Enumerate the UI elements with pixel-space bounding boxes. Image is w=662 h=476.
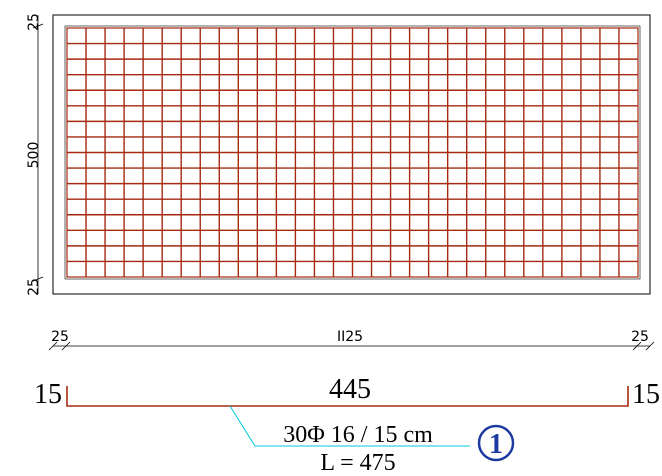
rebar-mesh-frame xyxy=(64,25,641,280)
leader-line xyxy=(229,405,470,447)
dim-left-top: 25 xyxy=(26,13,42,31)
dim-bottom-middle: II25 xyxy=(337,329,363,345)
dim-bottom-left: 25 xyxy=(51,329,69,345)
slab-outline xyxy=(52,14,651,295)
dim-left-middle: 500 xyxy=(26,142,42,169)
dim-left-bottom: 25 xyxy=(26,278,42,296)
bar-marker-number: 1 xyxy=(489,429,503,460)
bar-shape xyxy=(66,386,629,407)
bottom-dimension: 25 II25 25 xyxy=(48,329,655,351)
dim-bottom-right: 25 xyxy=(631,329,649,345)
bar-length: 445 xyxy=(329,374,371,405)
rebar-mesh xyxy=(64,25,641,280)
left-dimension: 25 500 25 xyxy=(26,13,44,296)
bar-total-length: L = 475 xyxy=(320,450,395,476)
bar-right-hook: 15 xyxy=(632,379,660,410)
bar-spec: 30Φ 16 / 15 cm xyxy=(283,422,433,448)
bar-marker-circle xyxy=(477,424,515,462)
bar-schedule: 15 445 15 30Φ 16 / 15 cm L = 475 1 xyxy=(34,374,660,476)
bar-left-hook: 15 xyxy=(34,379,62,410)
